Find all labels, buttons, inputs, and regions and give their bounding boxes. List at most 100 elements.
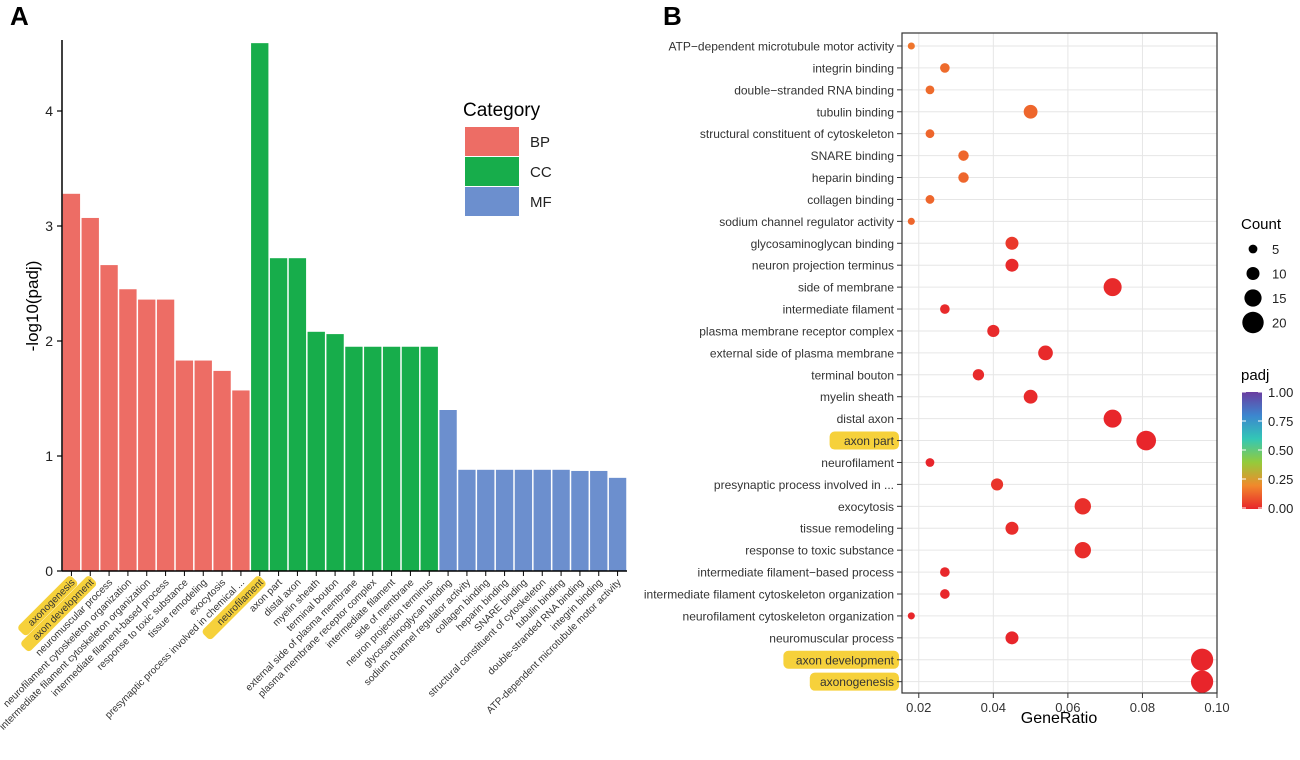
panel-label-b: B	[663, 1, 682, 31]
bar	[138, 299, 156, 571]
term-label: neuron projection terminus	[752, 259, 894, 273]
bar	[571, 470, 589, 571]
y-ticks: 0 1 2 3 4	[45, 103, 62, 579]
bar	[401, 346, 420, 571]
point	[958, 172, 969, 183]
point	[972, 369, 985, 381]
count-legend: Count 5 10 15 20	[1241, 216, 1286, 334]
bar	[81, 217, 99, 571]
term-label: ATP−dependent microtubule motor activity	[668, 40, 894, 54]
term-label: intermediate filament cytoskeleton organ…	[644, 588, 894, 602]
label-highlight	[202, 576, 266, 640]
legend-label-cc: CC	[530, 164, 552, 181]
legend-swatch-bp	[465, 127, 519, 156]
count-legend-dot	[1248, 244, 1258, 254]
bar	[269, 258, 288, 571]
bar	[458, 469, 476, 571]
bar	[194, 360, 212, 571]
point	[1074, 498, 1091, 515]
count-legend-label: 10	[1272, 267, 1286, 282]
point	[958, 150, 969, 161]
bar	[590, 470, 608, 571]
term-label: exocytosis	[838, 500, 894, 514]
term-label: neurofilament cytoskeleton organization	[683, 609, 894, 623]
y-tick-label: 0	[45, 563, 53, 579]
bar	[100, 265, 118, 571]
point	[925, 129, 935, 139]
point	[940, 63, 950, 73]
bar	[288, 258, 307, 571]
point	[990, 478, 1004, 491]
plot-background	[902, 33, 1217, 693]
term-label: glycosaminoglycan binding	[751, 237, 894, 251]
bar	[552, 469, 570, 571]
term-label: neurofilament	[821, 456, 894, 470]
bar	[608, 477, 627, 571]
bar	[213, 370, 231, 571]
bar	[477, 469, 495, 571]
bar	[251, 43, 269, 571]
padj-colorbar	[1242, 392, 1262, 509]
term-label: presynaptic process involved in ...	[714, 478, 894, 492]
point	[1136, 430, 1157, 451]
padj-legend: padj 1.00 0.75 0.50 0.25 0.00	[1241, 367, 1293, 516]
term-highlight	[809, 672, 899, 691]
point	[925, 458, 935, 467]
term-label: axonogenesis	[820, 675, 894, 689]
legend-swatch-cc	[465, 157, 519, 186]
bar-group	[62, 43, 627, 572]
count-legend-dot	[1242, 311, 1264, 334]
colorbar-label: 0.00	[1268, 501, 1293, 516]
point	[940, 567, 950, 577]
x-tick-label: 0.06	[1055, 700, 1080, 715]
term-label: tubulin binding	[817, 105, 894, 119]
count-legend-dot	[1246, 267, 1260, 280]
label-highlight	[18, 576, 78, 636]
category-legend: Category BP CC MF	[463, 100, 552, 216]
bar	[439, 410, 457, 571]
points	[907, 42, 1214, 693]
y-tick-label: 2	[45, 333, 53, 349]
bar	[382, 346, 401, 571]
point	[907, 42, 915, 50]
count-legend-label: 5	[1272, 242, 1279, 257]
term-label: structural constituent of cytoskeleton	[700, 127, 894, 141]
count-legend-dot	[1244, 289, 1262, 307]
term-label: response to toxic substance	[745, 544, 894, 558]
point	[1005, 521, 1019, 535]
term-label: integrin binding	[813, 61, 894, 75]
legend-label-bp: BP	[530, 134, 550, 151]
point	[1103, 409, 1122, 428]
count-legend-label: 15	[1272, 291, 1286, 306]
bar	[175, 360, 194, 571]
point	[1005, 236, 1019, 250]
term-label: axon development	[796, 653, 895, 667]
term-label: heparin binding	[812, 171, 894, 185]
bar	[514, 469, 533, 571]
colorbar-label: 0.25	[1268, 472, 1293, 487]
dot-plot-panel-b: ATP−dependent microtubule motor activity…	[644, 32, 1293, 727]
point	[1023, 104, 1038, 119]
point	[940, 304, 950, 314]
count-legend-title: Count	[1241, 216, 1282, 233]
x-axis-label: GeneRatio	[1021, 710, 1098, 727]
term-label: tissue remodeling	[800, 522, 894, 536]
point	[1103, 278, 1122, 297]
legend-title: Category	[463, 100, 541, 121]
point	[1190, 648, 1214, 671]
point	[907, 612, 915, 620]
term-label: side of membrane	[798, 281, 894, 295]
grid-lines	[902, 33, 1218, 693]
colorbar-label: 1.00	[1268, 385, 1293, 400]
legend-label-mf: MF	[530, 194, 552, 211]
x-ticks: 0.02 0.04 0.06 0.08 0.10	[906, 693, 1230, 715]
point	[1023, 389, 1038, 404]
term-highlight	[829, 431, 899, 450]
y-tick-label: 1	[45, 448, 53, 464]
point	[925, 195, 935, 204]
term-label: intermediate filament−based process	[698, 566, 894, 580]
bar	[307, 331, 325, 571]
